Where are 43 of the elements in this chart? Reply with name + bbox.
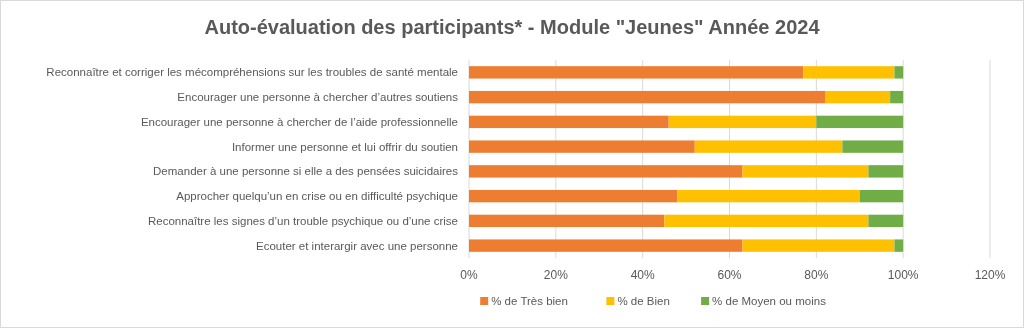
x-tick-label: 20% xyxy=(543,268,569,282)
y-tick-label: Approcher quelqu’un en crise ou en difficulté psychique xyxy=(176,190,458,203)
y-tick-label: Encourager une personne à chercher de l’aide professionnelle xyxy=(140,115,458,128)
bar xyxy=(890,90,904,104)
bar xyxy=(469,214,665,228)
y-tick-label: Encourager une personne à chercher d’autres soutiens xyxy=(177,91,459,104)
y-tick-label: Demander à une personne si elle a des pensées suicidaires xyxy=(153,165,459,178)
y-tick-label: Informer une personne et lui offrir du soutien xyxy=(231,140,458,153)
legend-label: % de Très bien xyxy=(491,295,568,307)
bar xyxy=(469,66,804,79)
bar xyxy=(694,140,843,153)
bar xyxy=(677,189,860,203)
bar xyxy=(668,115,817,129)
bar xyxy=(816,115,904,129)
bar xyxy=(469,189,678,203)
bar xyxy=(825,90,891,104)
y-tick-label: Ecouter et interargir avec une personne xyxy=(255,239,458,252)
bar xyxy=(742,165,869,178)
x-tick-label: 60% xyxy=(717,268,742,282)
legend-label: % de Bien xyxy=(617,295,670,307)
legend-label: % de Moyen ou moins xyxy=(712,295,827,307)
x-tick-label: 40% xyxy=(630,268,655,282)
bar xyxy=(469,115,669,129)
bar xyxy=(894,66,904,79)
bar xyxy=(842,140,904,153)
chart-title: Auto-évaluation des participants* - Module "Jeunes" Année 2024 xyxy=(204,16,821,38)
bar xyxy=(868,165,904,178)
x-tick-label: 120% xyxy=(974,268,1006,282)
x-tick-label: 80% xyxy=(804,268,829,282)
x-tick-label: 0% xyxy=(460,268,478,282)
y-tick-label: Reconnaître les signes d’un trouble psychique ou d’une crise xyxy=(147,214,458,227)
bar xyxy=(859,189,904,203)
x-tick-label: 100% xyxy=(887,268,919,282)
bar xyxy=(664,214,869,228)
bar xyxy=(868,214,904,228)
bar xyxy=(469,239,743,252)
bar xyxy=(469,140,695,153)
bar xyxy=(469,165,743,178)
bar xyxy=(469,90,826,104)
bar xyxy=(803,66,895,79)
bar xyxy=(894,239,904,252)
y-tick-label: Reconnaître et corriger les mécompréhensions sur les troubles de santé mentale xyxy=(46,66,458,79)
bar xyxy=(742,239,895,252)
